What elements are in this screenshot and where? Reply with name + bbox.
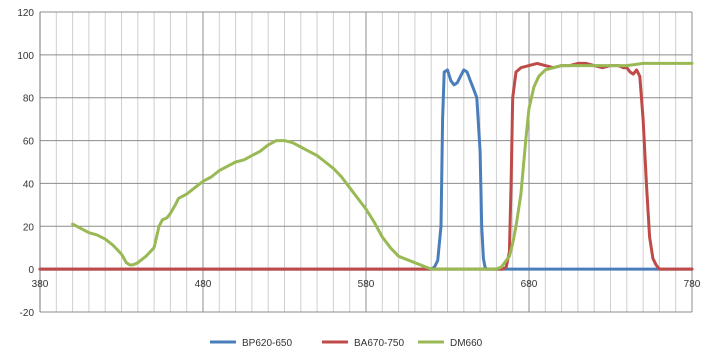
legend-label: BP620-650	[242, 338, 292, 349]
series-line	[71, 61, 694, 271]
x-tick-label: 480	[195, 279, 212, 290]
legend-label: DM660	[450, 338, 483, 349]
x-tick-label: 380	[32, 279, 49, 290]
series-lines	[38, 61, 694, 271]
y-tick-label: 40	[23, 179, 35, 190]
y-tick-label: 20	[23, 222, 35, 233]
tick-labels: -20 0 20 40 60 80 100 120 380 480 580 680 780	[17, 8, 700, 319]
x-tick-label: 780	[684, 279, 701, 290]
x-tick-label: 680	[521, 279, 538, 290]
y-tick-label: 120	[17, 8, 34, 19]
x-tick-label: 580	[358, 279, 375, 290]
y-tick-label: -20	[20, 308, 35, 319]
y-tick-label: 60	[23, 137, 35, 148]
grid	[39, 11, 693, 313]
y-tick-label: 100	[17, 51, 34, 62]
y-tick-label: 80	[23, 94, 35, 105]
legend-label: BA670-750	[354, 338, 404, 349]
legend: BP620-650 BA670-750 DM660	[210, 338, 483, 349]
y-tick-label: 0	[28, 265, 34, 276]
